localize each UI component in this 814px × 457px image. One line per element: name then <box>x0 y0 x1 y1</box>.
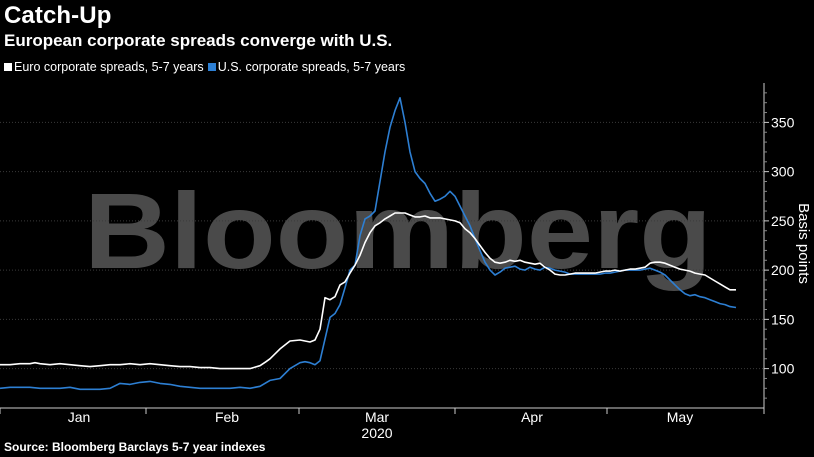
watermark-text: Bloomberg <box>84 170 712 291</box>
x-tick-label: May <box>667 409 693 425</box>
chart-title: Catch-Up <box>4 2 112 29</box>
x-tick-label: Feb <box>215 409 239 425</box>
chart-labels: 100 150 200 250 300 350 Basis points Jan Feb Mar A… <box>68 114 812 441</box>
source-note: Source: Bloomberg Barclays 5-7 year inde… <box>4 440 266 454</box>
y-tick-label: 300 <box>771 164 795 180</box>
legend-swatch-euro <box>4 63 12 71</box>
x-year-label: 2020 <box>361 425 392 441</box>
watermark: Bloomberg <box>84 170 712 291</box>
series-line-us <box>0 97 737 391</box>
series-line-euro <box>0 212 736 370</box>
y-tick-label: 350 <box>771 114 795 130</box>
legend-item-us: U.S. corporate spreads, 5-7 years <box>207 60 406 74</box>
x-tick-label: Apr <box>521 409 543 425</box>
y-tick-label: 150 <box>771 311 795 327</box>
legend: Euro corporate spreads, 5-7 years U.S. c… <box>4 60 409 74</box>
chart-axes <box>0 83 769 414</box>
y-tick-label: 250 <box>771 213 795 229</box>
chart-subtitle: European corporate spreads converge with… <box>4 31 393 50</box>
legend-label-euro: Euro corporate spreads, 5-7 years <box>14 60 204 74</box>
legend-swatch-us <box>207 63 216 71</box>
y-axis-title: Basis points <box>795 203 812 284</box>
y-tick-label: 200 <box>771 262 795 278</box>
legend-label-us: U.S. corporate spreads, 5-7 years <box>217 60 406 74</box>
x-tick-label: Jan <box>68 409 91 425</box>
legend-item-euro: Euro corporate spreads, 5-7 years <box>4 60 204 74</box>
y-tick-label: 100 <box>771 361 795 377</box>
x-tick-label: Mar <box>365 409 389 425</box>
chart-series <box>0 97 737 391</box>
